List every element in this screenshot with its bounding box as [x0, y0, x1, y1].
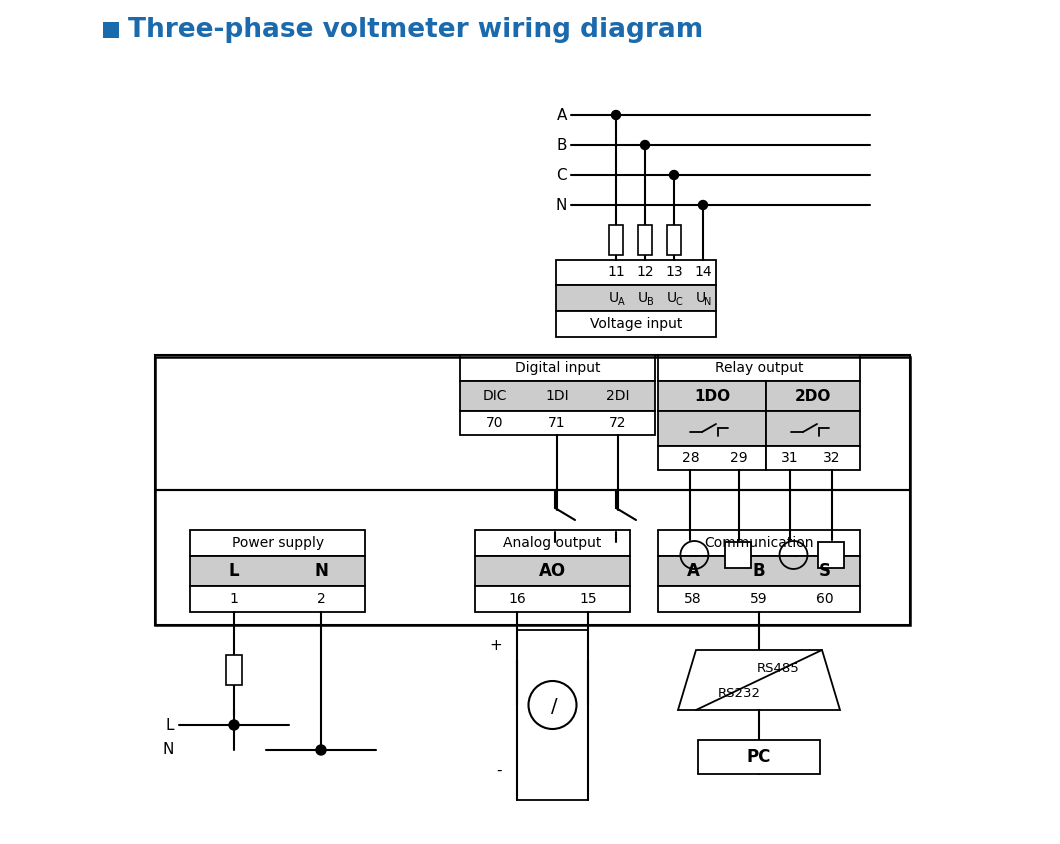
Bar	[475, 556, 630, 586]
Bar	[818, 542, 844, 568]
Circle shape	[699, 201, 707, 209]
Text: /: /	[551, 697, 558, 717]
Text: B: B	[647, 297, 653, 307]
Bar	[190, 586, 365, 612]
Text: AO: AO	[538, 562, 566, 580]
Bar	[475, 530, 630, 556]
Bar	[725, 542, 750, 568]
Bar	[658, 411, 766, 446]
Text: U: U	[667, 291, 677, 305]
Text: U: U	[608, 291, 619, 305]
Text: 29: 29	[730, 451, 747, 465]
Text: 2DI: 2DI	[606, 389, 630, 403]
Text: B: B	[753, 562, 765, 580]
Text: N: N	[162, 743, 174, 758]
Text: Communication: Communication	[704, 536, 814, 550]
Text: U: U	[696, 291, 706, 305]
Text: 1DO: 1DO	[694, 388, 730, 403]
Text: 1: 1	[230, 592, 239, 606]
Bar	[658, 530, 860, 556]
Text: 28: 28	[682, 451, 700, 465]
Text: 60: 60	[816, 592, 834, 606]
Text: 70: 70	[487, 416, 504, 430]
Text: L: L	[165, 717, 174, 733]
Bar	[658, 355, 860, 381]
Text: N: N	[555, 197, 567, 213]
Bar	[556, 285, 716, 311]
Bar	[190, 530, 365, 556]
Circle shape	[316, 745, 326, 755]
Text: +: +	[490, 637, 502, 652]
Text: 13: 13	[666, 265, 683, 279]
Text: 16: 16	[508, 592, 526, 606]
Text: S: S	[819, 562, 831, 580]
Text: 2: 2	[317, 592, 325, 606]
Bar	[658, 446, 766, 470]
Text: PC: PC	[747, 748, 772, 766]
Text: ∼: ∼	[789, 549, 799, 562]
Text: Voltage input: Voltage input	[589, 317, 683, 331]
Bar	[556, 311, 716, 337]
Text: A: A	[618, 297, 624, 307]
Circle shape	[612, 111, 620, 120]
Circle shape	[670, 170, 678, 180]
Text: B: B	[556, 138, 567, 153]
Text: ∼: ∼	[689, 549, 700, 562]
Bar	[556, 260, 716, 285]
Circle shape	[229, 720, 239, 730]
Text: DIC: DIC	[482, 389, 508, 403]
Bar	[766, 381, 860, 411]
Bar	[766, 411, 860, 446]
Bar	[460, 411, 655, 435]
Text: C: C	[675, 297, 683, 307]
Bar	[475, 586, 630, 612]
Text: RS232: RS232	[718, 687, 761, 700]
Text: 14: 14	[694, 265, 712, 279]
Text: Power supply: Power supply	[232, 536, 324, 550]
Text: N: N	[704, 297, 711, 307]
Text: -: -	[496, 762, 502, 777]
Text: 15: 15	[579, 592, 597, 606]
Text: C: C	[556, 167, 567, 182]
Bar	[658, 381, 766, 411]
Text: Three-phase voltmeter wiring diagram: Three-phase voltmeter wiring diagram	[128, 17, 703, 43]
Text: 58: 58	[684, 592, 702, 606]
Text: 11: 11	[607, 265, 625, 279]
Bar	[460, 381, 655, 411]
Bar	[190, 556, 365, 586]
Bar	[610, 225, 623, 255]
Circle shape	[640, 140, 650, 149]
Text: 32: 32	[823, 451, 841, 465]
Bar	[517, 630, 588, 800]
Bar	[103, 22, 119, 38]
Text: Digital input: Digital input	[515, 361, 600, 375]
Text: Analog output: Analog output	[504, 536, 602, 550]
Text: 2DO: 2DO	[795, 388, 831, 403]
Text: 71: 71	[548, 416, 566, 430]
Bar	[226, 655, 242, 685]
Text: 59: 59	[750, 592, 767, 606]
Bar	[638, 225, 652, 255]
Text: A: A	[556, 107, 567, 122]
Bar	[766, 446, 860, 470]
Text: 1DI: 1DI	[545, 389, 569, 403]
Bar	[460, 355, 655, 381]
Polygon shape	[678, 650, 840, 710]
Bar	[697, 740, 820, 774]
Text: RS485: RS485	[757, 662, 800, 674]
Bar	[658, 586, 860, 612]
Text: N: N	[314, 562, 328, 580]
Text: L: L	[229, 562, 240, 580]
Text: U: U	[638, 291, 648, 305]
Bar	[667, 225, 681, 255]
Bar	[155, 357, 909, 625]
Text: 72: 72	[610, 416, 626, 430]
Bar	[155, 355, 909, 625]
Text: 12: 12	[636, 265, 654, 279]
Text: Relay output: Relay output	[714, 361, 803, 375]
Text: A: A	[687, 562, 700, 580]
Bar	[658, 556, 860, 586]
Text: 31: 31	[780, 451, 798, 465]
